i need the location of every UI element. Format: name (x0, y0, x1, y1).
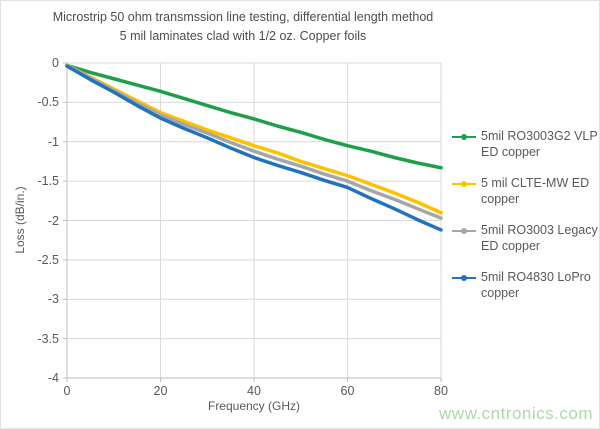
y-tick-label: -2.5 (37, 252, 59, 267)
y-tick-label: 0 (52, 56, 59, 70)
legend-label: 5mil RO3003G2 VLP ED copper (481, 129, 598, 159)
x-tick-label: 40 (247, 384, 261, 398)
legend-label: 5 mil CLTE-MW ED copper (481, 176, 590, 206)
x-axis-title: Frequency (GHz) (207, 399, 301, 413)
legend-marker-line-dot-icon (452, 227, 476, 236)
legend-label: 5mil RO4830 LoPro copper (481, 270, 591, 300)
y-tick-label: -3.5 (37, 331, 59, 346)
legend-item: 5mil RO3003 Legacy ED copper (452, 222, 599, 254)
y-tick-label: -1.5 (37, 174, 59, 189)
series-line-0 (65, 63, 443, 170)
legend-label: 5mil RO3003 Legacy ED copper (481, 223, 598, 253)
y-tick-label: -4 (47, 371, 59, 385)
legend-marker-line-dot-icon (452, 274, 476, 283)
series-line-3 (65, 64, 443, 232)
legend: 5mil RO3003G2 VLP ED copper 5 mil CLTE-M… (452, 128, 599, 301)
x-tick-label: 20 (153, 384, 168, 398)
x-tick-label: 60 (340, 384, 355, 398)
legend-item: 5 mil CLTE-MW ED copper (452, 175, 599, 207)
y-tick-label: -0.5 (37, 95, 59, 110)
y-tick-label: -3 (47, 292, 59, 307)
chart-title: Microstrip 50 ohm transmssion line testi… (1, 8, 485, 46)
series-line-1 (65, 63, 443, 215)
chart-title-line1: Microstrip 50 ohm transmssion line testi… (52, 10, 434, 24)
legend-marker-line-dot-icon (452, 133, 476, 142)
series-line-2 (65, 63, 443, 220)
watermark: www.cntronics.com (439, 404, 593, 423)
y-tick-label: -2 (47, 213, 59, 228)
y-tick-label: -1 (47, 134, 59, 149)
x-tick-label: 80 (434, 384, 448, 398)
legend-marker-line-dot-icon (452, 180, 476, 189)
legend-item: 5mil RO3003G2 VLP ED copper (452, 128, 599, 160)
x-tick-label: 0 (63, 384, 71, 398)
legend-item: 5mil RO4830 LoPro copper (452, 269, 599, 301)
chart-title-line2: 5 mil laminates clad with 1/2 oz. Copper… (119, 28, 367, 43)
